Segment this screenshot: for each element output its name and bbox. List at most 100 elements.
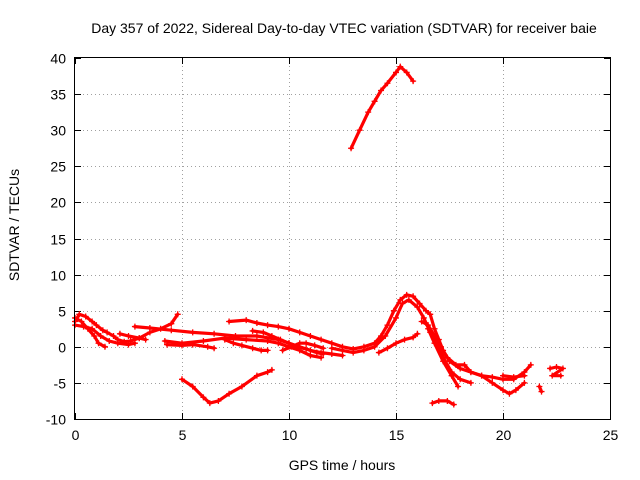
data-point: [76, 311, 83, 318]
data-point: [365, 109, 372, 116]
y-tick-label: 30: [50, 123, 66, 139]
data-point: [397, 63, 404, 70]
data-point: [200, 394, 207, 401]
data-point: [125, 341, 132, 348]
data-point: [200, 338, 207, 345]
data-point: [101, 343, 108, 350]
series-track-19: [429, 397, 457, 408]
data-point: [435, 397, 442, 404]
data-point: [264, 338, 271, 345]
data-point: [397, 296, 404, 303]
data-point: [403, 69, 410, 76]
data-point: [371, 343, 378, 350]
data-point: [320, 345, 327, 352]
data-point: [360, 347, 367, 354]
y-axis-label: SDTVAR / TECUs: [6, 169, 22, 281]
series-line: [118, 332, 148, 342]
data-point: [431, 340, 438, 347]
data-point: [179, 342, 185, 349]
data-point: [243, 317, 250, 324]
data-point: [110, 332, 117, 339]
data-point: [452, 361, 459, 368]
data-point: [371, 98, 378, 105]
data-point: [457, 376, 464, 383]
data-point: [489, 379, 496, 386]
chart-title: Day 357 of 2022, Sidereal Day-to-day VTE…: [91, 20, 597, 36]
y-tick-label: 15: [50, 232, 66, 248]
data-point: [455, 383, 462, 390]
data-point: [238, 383, 245, 390]
data-point: [275, 340, 282, 347]
data-point: [553, 364, 560, 371]
data-point: [320, 351, 327, 358]
data-point: [393, 69, 399, 76]
data-point: [559, 365, 566, 372]
data-point: [93, 322, 100, 329]
data-point: [538, 388, 545, 395]
data-point: [204, 343, 211, 350]
data-point: [444, 354, 451, 361]
data-point: [384, 345, 391, 352]
data-point: [420, 314, 427, 321]
y-tick-label: 5: [58, 304, 66, 320]
data-point: [440, 358, 447, 365]
data-point: [418, 318, 425, 325]
data-point: [125, 332, 132, 339]
series-track-15: [425, 325, 462, 390]
x-tick-label: 10: [282, 427, 298, 443]
data-point: [410, 78, 417, 85]
data-point: [264, 347, 271, 354]
series-line: [73, 312, 180, 344]
data-point: [189, 341, 196, 348]
data-point: [264, 369, 271, 376]
plot-frame: [74, 57, 611, 420]
data-point: [268, 332, 275, 339]
data-series: [72, 63, 566, 408]
data-point: [410, 334, 417, 341]
x-tick-label: 15: [389, 427, 405, 443]
data-point: [510, 374, 517, 381]
data-point: [414, 304, 421, 311]
data-point: [521, 379, 528, 386]
data-point: [384, 322, 391, 329]
series-track-16: [500, 372, 528, 381]
data-point: [414, 330, 421, 337]
series-line: [430, 399, 456, 407]
x-tick-label: 0: [72, 427, 80, 443]
data-point: [230, 340, 237, 347]
data-point: [286, 325, 292, 332]
y-tick-label: -10: [46, 412, 66, 428]
data-point: [328, 345, 335, 352]
data-point: [393, 340, 399, 347]
data-point: [467, 369, 474, 376]
data-point: [318, 336, 325, 343]
data-point: [116, 330, 123, 337]
series-track-4: [116, 330, 149, 343]
data-point: [356, 127, 363, 134]
data-point: [307, 352, 314, 359]
y-tick-label: -5: [54, 376, 67, 392]
data-point: [243, 336, 250, 343]
data-point: [296, 340, 303, 347]
data-point: [390, 307, 397, 314]
data-point: [382, 332, 389, 339]
data-point: [179, 376, 185, 383]
data-point: [448, 372, 455, 379]
data-point: [467, 379, 474, 386]
series-track-10: [249, 327, 327, 358]
y-tick-label: 0: [58, 340, 66, 356]
series-track-13: [375, 330, 421, 356]
data-point: [405, 296, 412, 303]
series-line: [349, 65, 415, 150]
data-point: [429, 400, 436, 407]
data-point: [226, 318, 233, 325]
data-point: [307, 332, 314, 339]
data-point: [95, 340, 102, 347]
data-point: [146, 325, 153, 332]
series-line: [426, 327, 460, 389]
y-tick-label: 40: [50, 51, 66, 67]
data-point: [288, 343, 295, 350]
x-tick-label: 20: [496, 427, 512, 443]
data-point: [279, 347, 286, 354]
data-point: [99, 327, 106, 334]
